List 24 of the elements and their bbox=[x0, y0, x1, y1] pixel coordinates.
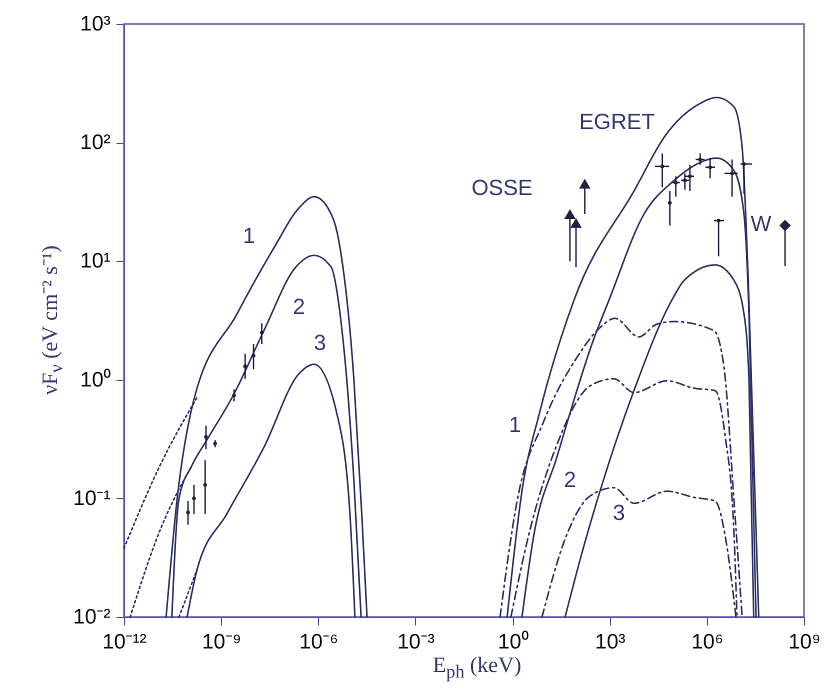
x-tick-label: 10⁰ bbox=[498, 630, 528, 654]
y-tick-label: 10³ bbox=[80, 12, 110, 36]
annotation: OSSE bbox=[471, 175, 533, 200]
annotation: W bbox=[750, 211, 772, 236]
x-axis-title: E$_{ph}$ (keV) bbox=[432, 652, 522, 682]
y-tick-label: 10¹ bbox=[80, 250, 110, 273]
annotation: 1 bbox=[508, 412, 522, 437]
y-tick-label: 10² bbox=[80, 131, 110, 154]
annotation: 2 bbox=[292, 294, 306, 319]
x-tick-label: 10⁶ bbox=[691, 630, 724, 654]
x-tick-label: 10⁻³ bbox=[397, 630, 435, 654]
x-tick-label: 10⁹ bbox=[788, 630, 821, 654]
annotation: 2 bbox=[564, 467, 576, 492]
y-tick-label: 10⁻² bbox=[73, 606, 110, 628]
annotation: 1 bbox=[242, 223, 256, 248]
annotation: 3 bbox=[612, 500, 626, 525]
x-tick-label: 10⁻⁶ bbox=[299, 630, 338, 654]
x-tick-label: 10⁻¹² bbox=[102, 630, 147, 654]
annotation: 3 bbox=[314, 330, 326, 355]
annotation: EGRET bbox=[579, 109, 655, 134]
x-tick-label: 10⁻⁹ bbox=[202, 630, 242, 654]
y-tick-label: 10⁰ bbox=[80, 368, 110, 392]
x-tick-label: 10³ bbox=[595, 630, 626, 654]
y-tick-label: 10⁻¹ bbox=[73, 486, 110, 510]
